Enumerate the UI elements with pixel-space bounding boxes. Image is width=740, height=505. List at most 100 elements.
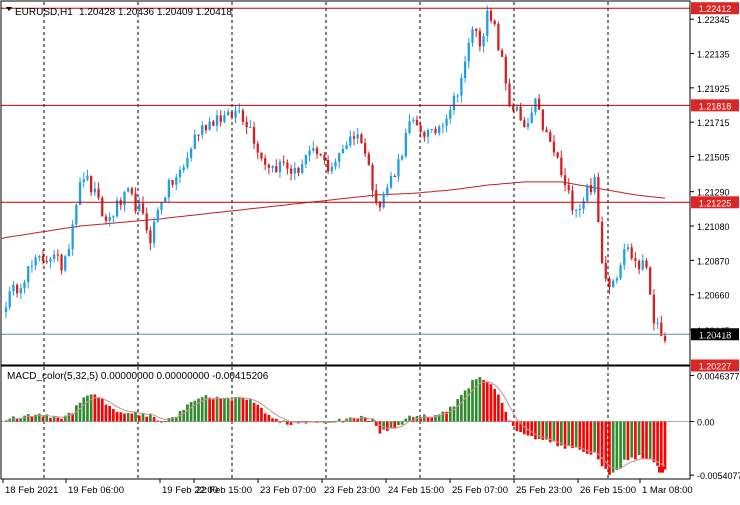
macd-bar[interactable] <box>126 412 130 422</box>
macd-histogram[interactable] <box>1 377 690 475</box>
candle-body[interactable] <box>167 180 171 198</box>
candle-body[interactable] <box>574 210 578 212</box>
macd-bar[interactable] <box>659 421 663 469</box>
macd-bar[interactable] <box>30 416 34 422</box>
candle-body[interactable] <box>297 167 300 174</box>
candle-body[interactable] <box>508 83 511 107</box>
candle-body[interactable] <box>149 230 152 244</box>
candle-body[interactable] <box>312 148 315 151</box>
macd-bar[interactable] <box>237 396 241 422</box>
macd-bar[interactable] <box>71 413 74 422</box>
macd-bar[interactable] <box>571 421 574 449</box>
candle-body[interactable] <box>426 130 430 137</box>
candle-body[interactable] <box>186 157 189 168</box>
candle-body[interactable] <box>90 175 93 193</box>
macd-bar[interactable] <box>582 421 585 452</box>
candle-body[interactable] <box>304 155 308 165</box>
macd-bar[interactable] <box>500 402 504 422</box>
chart-menu-triangle-icon[interactable] <box>6 7 12 11</box>
macd-bar[interactable] <box>511 421 515 426</box>
macd-bar[interactable] <box>115 411 119 422</box>
candle-body[interactable] <box>175 177 178 185</box>
macd-bar[interactable] <box>174 416 178 422</box>
candle-body[interactable] <box>593 177 596 193</box>
macd-bar[interactable] <box>630 421 634 458</box>
candle-body[interactable] <box>441 125 445 127</box>
candle-body[interactable] <box>204 125 208 131</box>
macd-bar[interactable] <box>434 415 437 422</box>
candle-body[interactable] <box>630 247 633 259</box>
candle-body[interactable] <box>30 265 34 267</box>
candle-body[interactable] <box>323 155 326 160</box>
candle-body[interactable] <box>345 145 348 150</box>
candle-body[interactable] <box>334 161 337 167</box>
candle-body[interactable] <box>286 162 289 169</box>
candle-body[interactable] <box>271 166 274 168</box>
macd-bar[interactable] <box>289 421 293 426</box>
candle-body[interactable] <box>597 177 600 222</box>
candle-body[interactable] <box>12 284 15 292</box>
macd-bar[interactable] <box>186 404 189 422</box>
candle-body[interactable] <box>463 61 467 78</box>
candle-body[interactable] <box>130 188 134 194</box>
candle-body[interactable] <box>226 111 230 116</box>
candle-body[interactable] <box>45 261 48 263</box>
macd-bar[interactable] <box>93 394 97 422</box>
candle-body[interactable] <box>330 166 333 172</box>
candle-body[interactable] <box>438 126 441 134</box>
macd-bar[interactable] <box>230 400 234 422</box>
candle-body[interactable] <box>104 216 108 221</box>
candle-body[interactable] <box>519 106 522 121</box>
candle-body[interactable] <box>349 136 352 146</box>
candle-body[interactable] <box>108 217 111 221</box>
candle-body[interactable] <box>160 202 163 211</box>
candle-body[interactable] <box>8 291 11 308</box>
candle-body[interactable] <box>38 256 41 258</box>
macd-bar[interactable] <box>360 415 363 422</box>
candle-body[interactable] <box>500 50 504 57</box>
macd-bar[interactable] <box>574 421 578 448</box>
candle-body[interactable] <box>15 284 19 294</box>
macd-bar[interactable] <box>145 416 149 422</box>
macd-bar[interactable] <box>471 380 474 422</box>
macd-bar[interactable] <box>156 420 160 422</box>
candle-body[interactable] <box>656 322 659 324</box>
macd-bar[interactable] <box>597 421 600 460</box>
candle-body[interactable] <box>482 35 485 47</box>
macd-bar[interactable] <box>341 421 345 423</box>
candle-body[interactable] <box>201 125 204 135</box>
candle-body[interactable] <box>641 260 644 270</box>
macd-bar[interactable] <box>604 421 608 469</box>
candle-body[interactable] <box>567 185 570 191</box>
macd-bar[interactable] <box>363 417 367 422</box>
macd-bar[interactable] <box>171 417 174 422</box>
candle-body[interactable] <box>64 256 67 271</box>
candle-body[interactable] <box>238 110 241 112</box>
candle-body[interactable] <box>393 176 396 178</box>
macd-bar[interactable] <box>112 409 115 422</box>
candle-body[interactable] <box>112 216 115 218</box>
candle-body[interactable] <box>497 24 500 51</box>
candle-body[interactable] <box>375 190 378 203</box>
macd-bar[interactable] <box>137 415 141 422</box>
macd-bar[interactable] <box>445 411 448 422</box>
candle-body[interactable] <box>127 188 130 192</box>
macd-bar[interactable] <box>404 418 408 422</box>
candle-body[interactable] <box>386 187 389 195</box>
candle-body[interactable] <box>537 98 541 110</box>
macd-bar[interactable] <box>437 414 441 422</box>
candle-body[interactable] <box>171 180 174 185</box>
candle-body[interactable] <box>389 176 393 188</box>
candle-body[interactable] <box>52 254 56 259</box>
macd-bar[interactable] <box>408 415 411 422</box>
macd-bar[interactable] <box>622 421 626 460</box>
macd-bar[interactable] <box>23 415 26 422</box>
macd-bar[interactable] <box>226 397 230 422</box>
macd-bar[interactable] <box>482 379 485 422</box>
candle-body[interactable] <box>97 188 100 198</box>
candle-body[interactable] <box>208 121 211 131</box>
macd-bar[interactable] <box>100 398 104 422</box>
macd-bar[interactable] <box>234 396 237 422</box>
macd-bar[interactable] <box>634 421 637 460</box>
candle-body[interactable] <box>115 200 119 217</box>
